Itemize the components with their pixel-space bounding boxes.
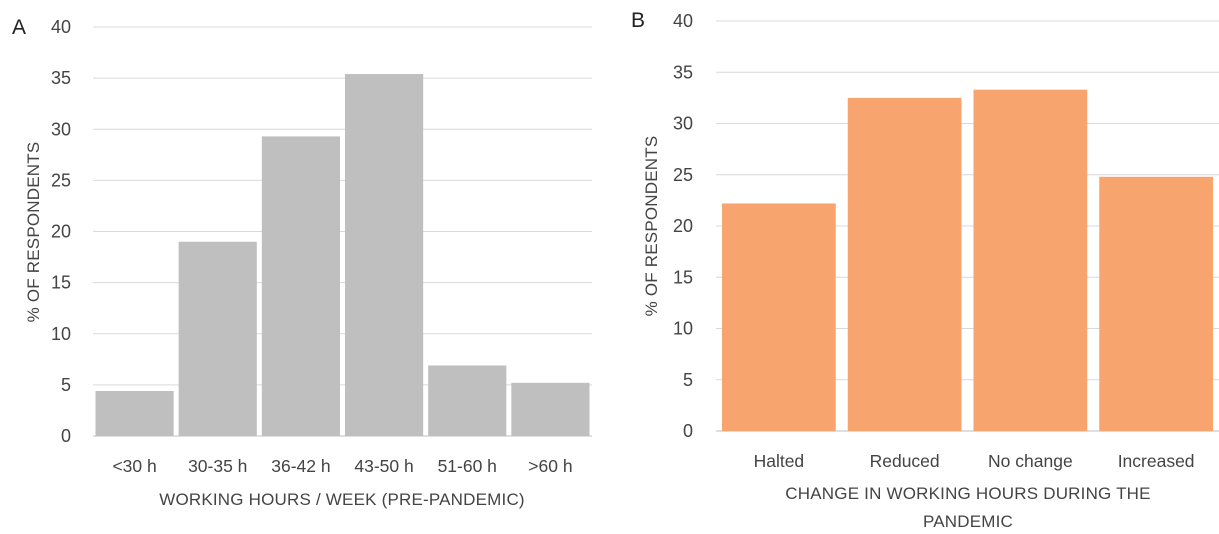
bar-30-h xyxy=(95,391,174,436)
y-tick-label: 15 xyxy=(51,273,71,293)
bar-reduced xyxy=(847,97,962,431)
y-tick-label: 0 xyxy=(683,421,693,441)
y-tick-label: 20 xyxy=(51,222,71,242)
panel-b-x-axis-title-line-2: PANDEMIC xyxy=(923,512,1013,531)
bar-no-change xyxy=(973,89,1088,432)
panel-b-letter: B xyxy=(631,9,645,32)
bar-36-42-h xyxy=(261,136,340,436)
panel-b-bars xyxy=(722,89,1213,432)
y-tick-label: 35 xyxy=(51,68,71,88)
y-tick-label: 30 xyxy=(51,119,71,139)
x-tick-label: 51-60 h xyxy=(438,456,497,476)
x-tick-label: <30 h xyxy=(112,456,156,476)
panel-b-y-ticks: 0 5 10 15 20 25 30 35 40 xyxy=(673,11,693,441)
y-tick-label: 15 xyxy=(673,267,693,287)
panel-b-y-axis-title: % OF RESPONDENTS xyxy=(642,136,661,317)
y-tick-label: 40 xyxy=(51,17,71,37)
panel-a-letter: A xyxy=(12,16,26,39)
bar-43-50-h xyxy=(345,74,424,436)
panel-a-bars xyxy=(95,74,590,436)
bar-60-h xyxy=(511,382,590,436)
y-tick-label: 25 xyxy=(673,165,693,185)
panel-a-y-ticks: 0 5 10 15 20 25 30 35 40 xyxy=(51,17,71,446)
y-tick-label: 30 xyxy=(673,114,693,134)
panel-a-chart: A 0 5 10 15 20 25 30 35 40 <30 h 30-35 h 36-42 h 43… xyxy=(12,16,592,509)
y-tick-label: 20 xyxy=(673,216,693,236)
y-tick-label: 5 xyxy=(61,375,71,395)
bar-halted xyxy=(722,203,836,431)
panel-a-gridlines xyxy=(93,26,592,437)
panel-b-x-ticks: Halted Reduced No change Increased xyxy=(754,451,1195,471)
y-tick-label: 25 xyxy=(51,170,71,190)
x-tick-label: Reduced xyxy=(870,451,940,471)
panel-a-y-axis-title: % OF RESPONDENTS xyxy=(24,142,43,323)
y-tick-label: 0 xyxy=(61,426,71,446)
panel-a-x-ticks: <30 h 30-35 h 36-42 h 43-50 h 51-60 h >60 h xyxy=(112,456,572,476)
x-tick-label: >60 h xyxy=(528,456,572,476)
x-tick-label: No change xyxy=(988,451,1073,471)
y-tick-label: 35 xyxy=(673,62,693,82)
panel-b-chart: B 0 5 10 15 20 25 30 35 40 Halted Reduced No chang… xyxy=(631,9,1219,531)
x-tick-label: 43-50 h xyxy=(354,456,413,476)
x-tick-label: Halted xyxy=(754,451,805,471)
bar-51-60-h xyxy=(428,365,507,436)
y-tick-label: 10 xyxy=(51,324,71,344)
x-tick-label: Increased xyxy=(1118,451,1195,471)
y-tick-label: 40 xyxy=(673,11,693,31)
panel-b-x-axis-title-line-1: CHANGE IN WORKING HOURS DURING THE xyxy=(785,484,1150,503)
bar-30-35-h xyxy=(178,241,257,436)
panel-a-x-axis-title: WORKING HOURS / WEEK (PRE-PANDEMIC) xyxy=(159,490,525,509)
x-tick-label: 30-35 h xyxy=(188,456,247,476)
bar-increased xyxy=(1099,176,1213,431)
y-tick-label: 10 xyxy=(673,319,693,339)
x-tick-label: 36-42 h xyxy=(271,456,330,476)
y-tick-label: 5 xyxy=(683,370,693,390)
